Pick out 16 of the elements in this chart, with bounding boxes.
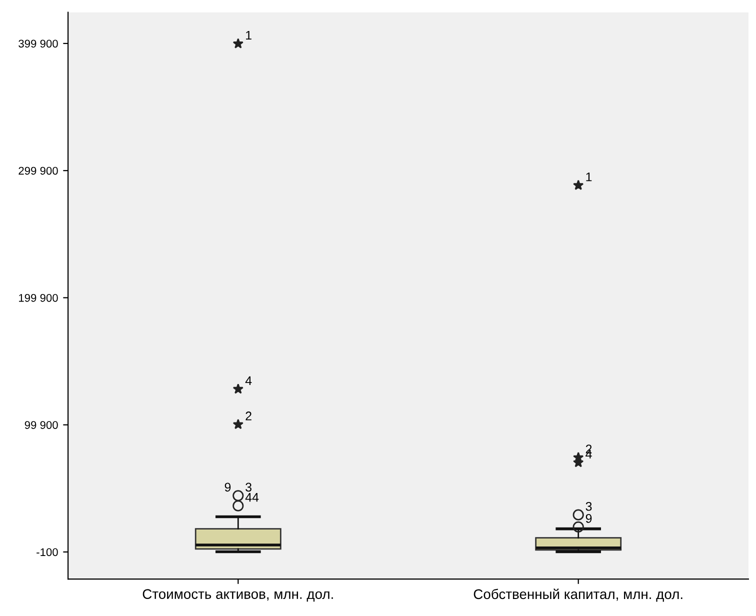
y-tick-label: 299 900: [18, 166, 58, 175]
y-tick-label: 99 900: [24, 421, 58, 429]
y-tick-label: -100: [36, 548, 58, 556]
annotation: 9: [586, 514, 592, 523]
annotation: 4: [245, 376, 252, 385]
annotation: 44: [245, 493, 259, 502]
x-tick-label: Стоимость активов, млн. дол.: [142, 589, 333, 602]
y-tick-label: 399 900: [18, 40, 58, 48]
annotation: 2: [246, 412, 252, 420]
annotation: 1: [246, 30, 252, 40]
x-tick-label: Собственный капитал, млн. дол.: [474, 588, 682, 602]
annotation: 3: [586, 502, 592, 511]
y-tick-label: 199 900: [19, 294, 58, 302]
annotation: 9: [224, 482, 231, 492]
annotation: 3: [246, 482, 252, 492]
annotation: 1: [586, 172, 592, 182]
